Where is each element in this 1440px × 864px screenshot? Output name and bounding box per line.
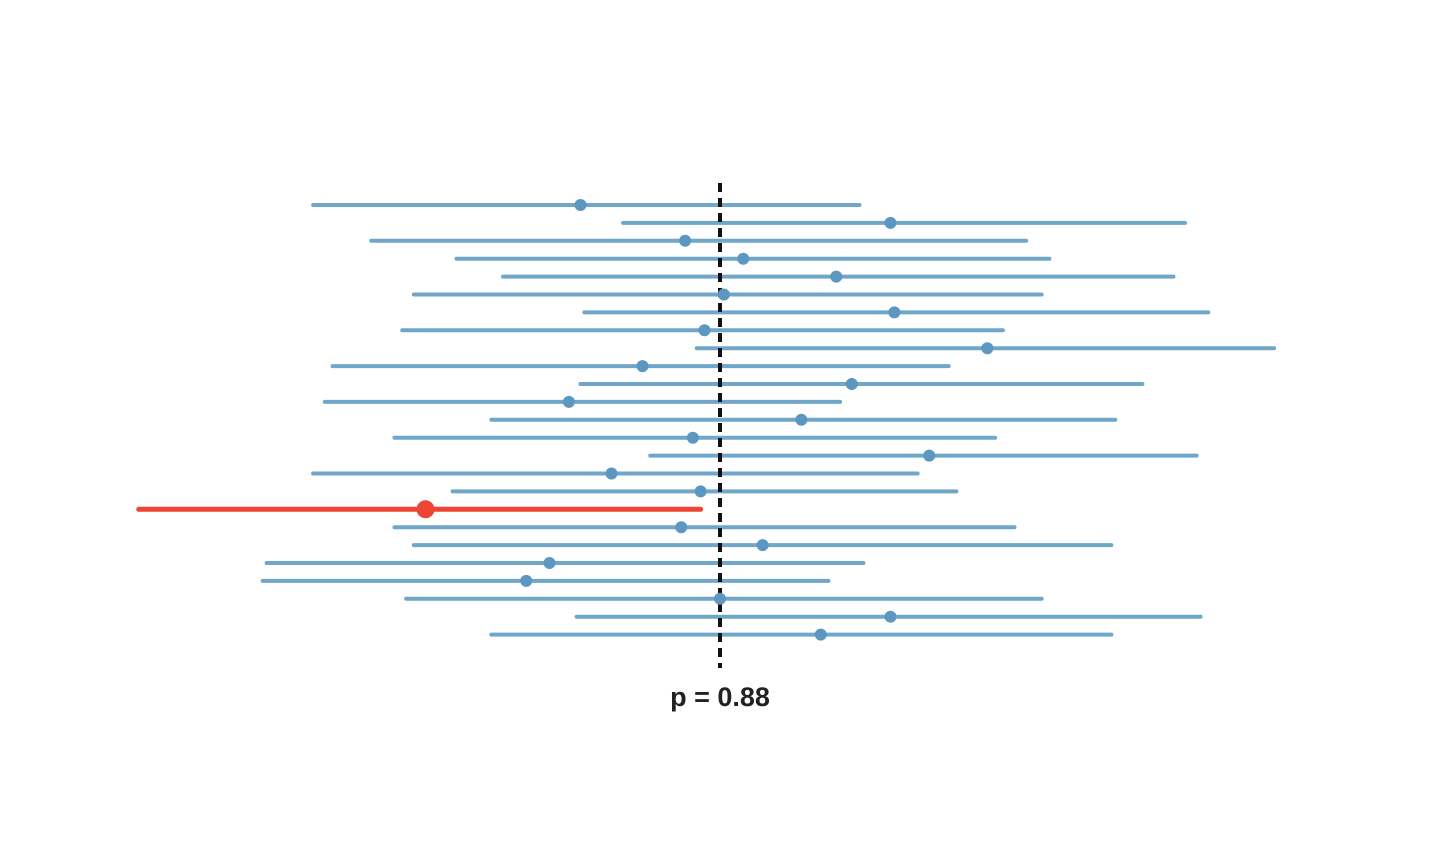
estimate-point <box>737 252 750 265</box>
estimate-point <box>981 342 994 355</box>
reference-label: p = 0.88 <box>670 682 770 712</box>
intervals-group <box>136 203 1277 637</box>
estimate-point <box>814 628 827 641</box>
points-group <box>416 199 994 641</box>
estimate-point <box>562 395 575 408</box>
estimate-point <box>679 234 692 247</box>
estimate-point-missed <box>416 500 435 519</box>
estimate-point <box>636 360 649 373</box>
estimate-point <box>698 324 711 337</box>
estimate-point <box>756 539 769 552</box>
estimate-point <box>520 574 533 587</box>
estimate-point <box>888 306 901 319</box>
estimate-point <box>717 288 730 301</box>
estimate-point <box>795 413 808 426</box>
estimate-point <box>574 199 587 211</box>
estimate-point <box>845 378 858 390</box>
estimate-point <box>884 610 897 623</box>
estimate-point <box>830 270 843 283</box>
estimate-point <box>923 449 936 462</box>
estimate-point <box>675 521 688 534</box>
estimate-point <box>605 467 618 480</box>
estimate-point <box>694 485 707 498</box>
estimate-point <box>714 592 726 605</box>
estimate-point <box>686 431 699 444</box>
estimate-point <box>543 557 556 569</box>
estimate-point <box>884 216 897 229</box>
